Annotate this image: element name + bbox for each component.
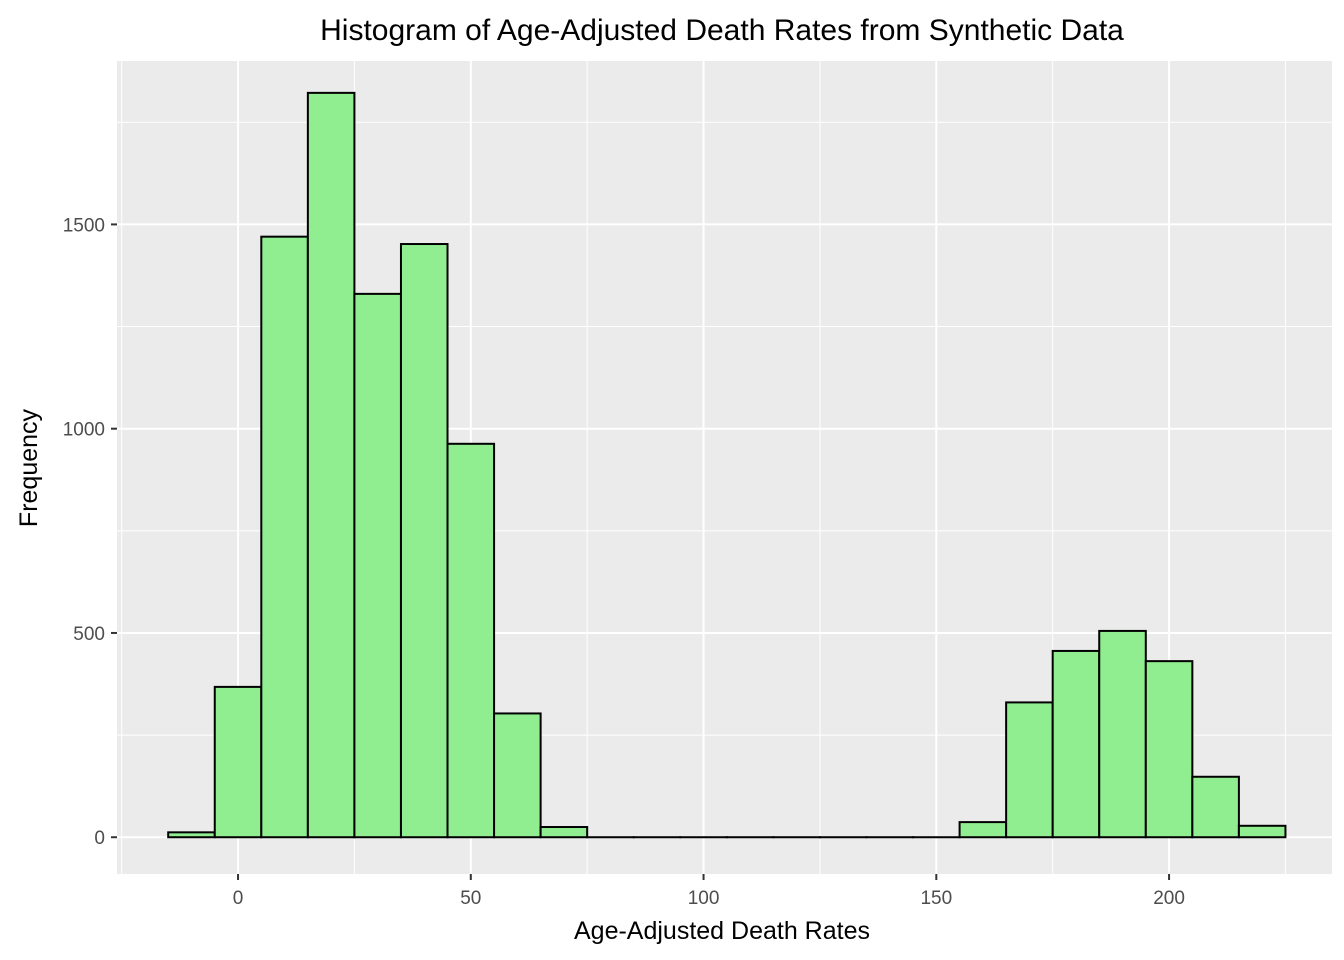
histogram-bar xyxy=(1144,660,1194,839)
y-axis-title: Frequency xyxy=(15,408,43,527)
x-axis-ticks: 0 50 100 150 200 xyxy=(233,874,1185,909)
histogram-bar xyxy=(306,91,356,839)
histogram-bar xyxy=(213,685,263,839)
histogram-bar xyxy=(1237,824,1287,839)
y-tick-label: 500 xyxy=(73,624,105,645)
histogram-bar xyxy=(1098,629,1147,839)
histogram-bar xyxy=(539,826,589,839)
x-tick-label: 0 xyxy=(233,888,244,909)
x-tick-label: 50 xyxy=(460,888,481,909)
y-axis-ticks: 0 500 1000 1500 xyxy=(63,215,117,849)
histogram-bar xyxy=(446,442,496,839)
histogram-bar xyxy=(1191,775,1240,839)
x-axis-title: Age-Adjusted Death Rates xyxy=(574,917,870,945)
histogram-bar xyxy=(958,821,1008,839)
x-tick-label: 150 xyxy=(920,888,952,909)
y-tick-label: 0 xyxy=(94,828,105,849)
histogram-bar xyxy=(260,235,309,839)
histogram-bar xyxy=(399,243,449,839)
chart-title: Histogram of Age-Adjusted Death Rates fr… xyxy=(320,14,1124,47)
x-tick-label: 200 xyxy=(1153,888,1185,909)
histogram-bars xyxy=(167,91,1287,839)
y-tick-label: 1500 xyxy=(63,215,105,236)
histogram-bar xyxy=(167,831,216,839)
histogram-bar xyxy=(1005,701,1054,839)
histogram-bar xyxy=(353,292,402,839)
histogram-bar xyxy=(1051,649,1101,839)
histogram-bar xyxy=(493,712,542,839)
y-tick-label: 1000 xyxy=(63,420,105,441)
x-tick-label: 100 xyxy=(688,888,720,909)
